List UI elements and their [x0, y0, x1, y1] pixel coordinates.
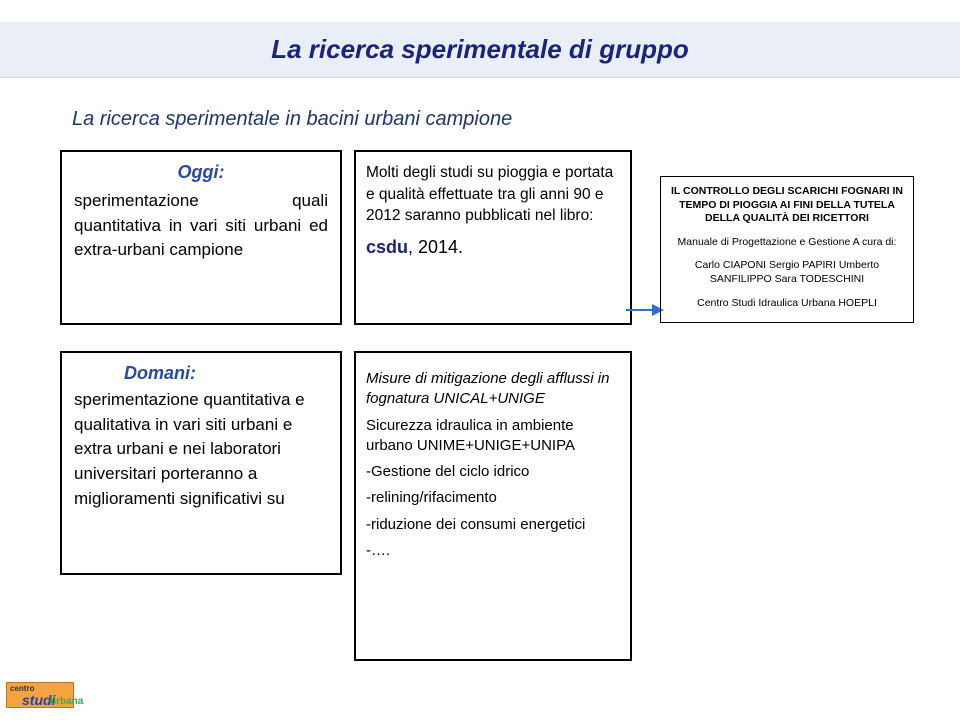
csdu-line: csdu, 2014.	[366, 235, 620, 260]
csdu-label: csdu	[366, 237, 408, 257]
domani-label: Domani:	[124, 363, 328, 384]
list-item: -….	[366, 541, 620, 561]
page-title: La ricerca sperimentale di gruppo	[0, 34, 960, 65]
logo-text-3: urbana	[50, 696, 83, 707]
oggi-label: Oggi:	[74, 162, 328, 183]
left-column: Oggi: sperimentazione quali quantitativa…	[60, 150, 342, 575]
book-title: IL CONTROLLO DEGLI SCARICHI FOGNARI IN T…	[671, 185, 903, 226]
page-subtitle: La ricerca sperimentale in bacini urbani…	[72, 108, 512, 131]
list-item: -Gestione del ciclo idrico	[366, 462, 620, 482]
logo: centro studi urbana	[6, 676, 94, 714]
topics-box: Misure di mitigazione degli afflussi in …	[354, 351, 632, 661]
book-publisher: Centro Studi Idraulica Urbana HOEPLI	[671, 296, 903, 310]
domani-box: Domani: sperimentazione quantitativa e q…	[60, 351, 342, 575]
list-item: Sicurezza idraulica in ambiente urbano U…	[366, 416, 620, 457]
csdu-year: , 2014.	[408, 237, 463, 257]
book-subtitle: Manuale di Progettazione e Gestione A cu…	[671, 236, 903, 250]
oggi-box: Oggi: sperimentazione quali quantitativa…	[60, 150, 342, 325]
book-reference-box: IL CONTROLLO DEGLI SCARICHI FOGNARI IN T…	[660, 176, 914, 323]
list-item: -relining/rifacimento	[366, 488, 620, 508]
center-column: Molti degli studi su pioggia e portata e…	[354, 150, 632, 661]
publication-intro: Molti degli studi su pioggia e portata e…	[366, 162, 620, 227]
domani-text: sperimentazione quantitativa e qualitati…	[74, 388, 328, 511]
list-item: Misure di mitigazione degli afflussi in …	[366, 369, 620, 410]
publication-box: Molti degli studi su pioggia e portata e…	[354, 150, 632, 325]
oggi-text: sperimentazione quali quantitativa in va…	[74, 189, 328, 263]
list-item: -riduzione dei consumi energetici	[366, 515, 620, 535]
book-authors: Carlo CIAPONI Sergio PAPIRI Umberto SANF…	[671, 258, 903, 286]
